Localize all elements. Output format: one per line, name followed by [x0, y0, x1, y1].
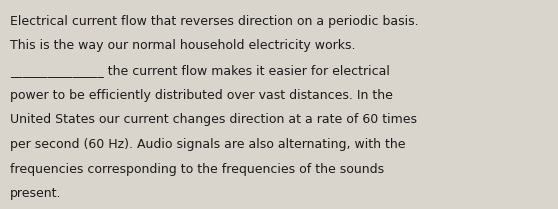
Text: present.: present. [10, 187, 61, 200]
Text: frequencies corresponding to the frequencies of the sounds: frequencies corresponding to the frequen… [10, 163, 384, 176]
Text: Electrical current flow that reverses direction on a periodic basis.: Electrical current flow that reverses di… [10, 15, 418, 28]
Text: power to be efficiently distributed over vast distances. In the: power to be efficiently distributed over… [10, 89, 393, 102]
Text: per second (60 Hz). Audio signals are also alternating, with the: per second (60 Hz). Audio signals are al… [10, 138, 406, 151]
Text: _______________ the current flow makes it easier for electrical: _______________ the current flow makes i… [10, 64, 390, 77]
Text: This is the way our normal household electricity works.: This is the way our normal household ele… [10, 39, 355, 52]
Text: United States our current changes direction at a rate of 60 times: United States our current changes direct… [10, 113, 417, 126]
